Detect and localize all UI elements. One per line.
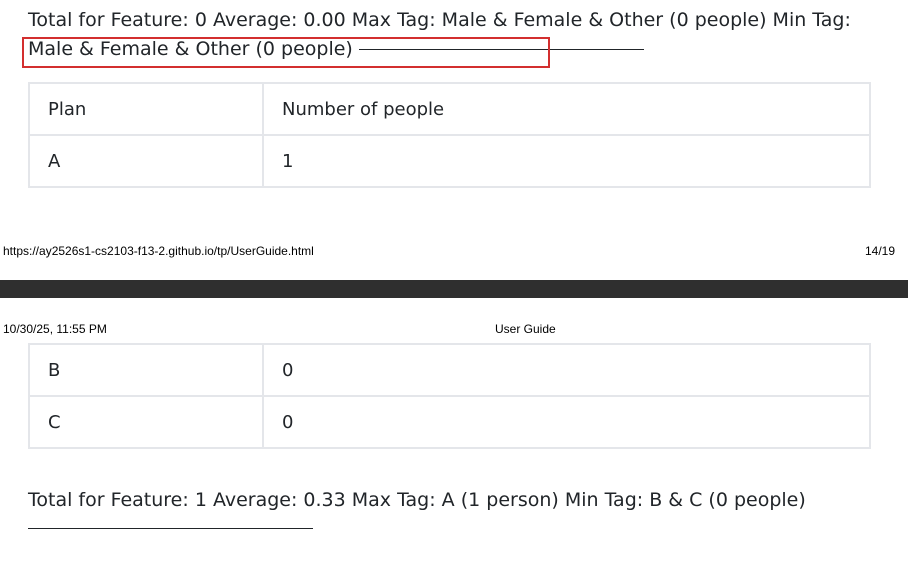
feature-summary-bottom: Total for Feature: 1 Average: 0.33 Max T… — [28, 489, 806, 511]
column-header-number-of-people: Number of people — [262, 82, 871, 136]
print-header-title: User Guide — [495, 322, 556, 336]
print-footer-url: https://ay2526s1-cs2103-f13-2.github.io/… — [3, 244, 314, 258]
table-cell-count: 1 — [262, 134, 871, 188]
feature-summary-text: Total for Feature: 0 Average: 0.00 Max T… — [28, 9, 851, 60]
feature-summary-top: Total for Feature: 0 Average: 0.00 Max T… — [28, 6, 878, 64]
table-row: A 1 — [28, 134, 871, 188]
table-cell-plan: A — [28, 134, 264, 188]
plan-table-bottom: B 0 C 0 — [28, 343, 871, 449]
table-header-row: Plan Number of people — [28, 82, 871, 136]
column-header-plan: Plan — [28, 82, 264, 136]
print-header-datetime: 10/30/25, 11:55 PM — [3, 322, 107, 336]
table-cell-count: 0 — [262, 343, 871, 397]
plan-table-top: Plan Number of people A 1 — [28, 82, 871, 188]
horizontal-rule — [28, 528, 313, 529]
highlight-box — [22, 37, 550, 68]
table-cell-plan: C — [28, 395, 264, 449]
table-cell-count: 0 — [262, 395, 871, 449]
table-row: B 0 — [28, 343, 871, 397]
table-cell-plan: B — [28, 343, 264, 397]
horizontal-rule — [358, 49, 644, 50]
table-row: C 0 — [28, 395, 871, 449]
print-footer-page-number: 14/19 — [864, 244, 895, 258]
page-separator — [0, 280, 908, 298]
